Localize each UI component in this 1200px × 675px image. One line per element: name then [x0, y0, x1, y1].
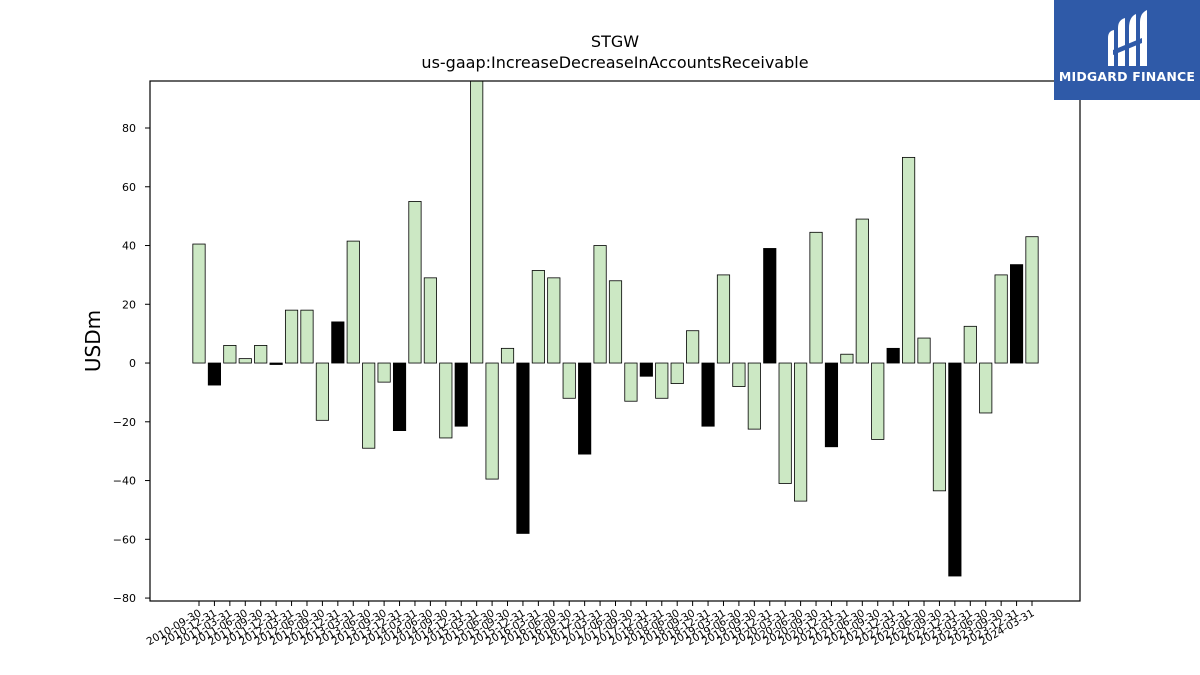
bar-2018-06-30 — [670, 362, 684, 384]
y-axis: −80 −60 −40 −20 0 20 40 60 80 — [113, 122, 150, 605]
bar-2021-03-31 — [840, 353, 854, 364]
bar-2017-03-31 — [593, 245, 607, 364]
bar-2016-03-31 — [531, 270, 545, 364]
midgard-logo-icon — [1108, 10, 1147, 66]
bar-2020-09-30 — [809, 231, 823, 364]
brand-name: MIDGARD FINANCE — [1058, 69, 1196, 84]
bar-2019-12-31 — [763, 248, 777, 364]
y-tick-label: −20 — [113, 416, 136, 429]
bar-2011-06-30 — [238, 358, 252, 364]
bar-2019-03-31 — [716, 274, 731, 364]
bar-2023-06-30 — [979, 362, 993, 414]
y-tick-label: −40 — [113, 475, 136, 488]
bar-2012-06-30 — [300, 309, 314, 364]
bar-2010-09-30 — [192, 243, 206, 364]
y-axis-label: USDm — [81, 310, 105, 372]
bar-2011-12-31 — [269, 362, 283, 365]
bar-2020-03-31 — [778, 362, 792, 484]
bar-2015-12-31 — [516, 362, 530, 534]
bar-2018-12-31 — [701, 362, 715, 427]
bar-2023-12-31 — [1010, 264, 1024, 364]
bar-2015-03-31 — [470, 80, 484, 364]
bar-2012-09-30 — [315, 362, 329, 421]
bar-2010-12-31 — [207, 362, 221, 386]
y-tick-label: −80 — [113, 592, 136, 605]
bar-2015-09-30 — [500, 347, 515, 364]
bar-2011-09-30 — [254, 345, 268, 364]
y-tick-label: 80 — [122, 122, 136, 135]
bar-2021-09-30 — [871, 362, 885, 440]
bar-2017-12-31 — [639, 362, 653, 377]
bar-2015-06-30 — [485, 362, 499, 480]
y-tick-label: −60 — [113, 533, 136, 546]
bar-2014-06-30 — [423, 277, 437, 364]
bar-2014-12-31 — [454, 362, 468, 427]
bar-2016-09-30 — [562, 362, 576, 399]
bar-2023-03-31 — [963, 325, 977, 364]
bar-2013-12-31 — [392, 362, 407, 431]
bar-2020-06-30 — [794, 362, 808, 502]
y-tick-label: 40 — [122, 240, 136, 253]
chart-title: STGW — [590, 32, 640, 51]
bar-2018-03-31 — [655, 362, 669, 399]
bar-2019-06-30 — [732, 362, 746, 387]
bar-2020-12-31 — [824, 362, 839, 448]
bar-2014-09-30 — [439, 362, 453, 439]
brand-logo: MIDGARD FINANCE — [1054, 0, 1200, 100]
bar-2021-06-30 — [855, 218, 869, 364]
bar-2013-03-31 — [346, 240, 360, 364]
bar-2023-09-30 — [994, 274, 1008, 364]
bar-2011-03-31 — [223, 345, 237, 364]
bar-2022-12-31 — [948, 362, 962, 577]
bar-2018-09-30 — [686, 330, 700, 364]
bar-2021-12-31 — [886, 347, 900, 364]
bar-2022-03-31 — [902, 156, 916, 364]
bar-2016-12-31 — [578, 362, 592, 455]
bar-2024-03-31 — [1025, 236, 1039, 364]
bar-2017-09-30 — [624, 362, 638, 402]
bar-2012-12-31 — [331, 321, 345, 364]
bar-2019-09-30 — [747, 362, 761, 430]
y-tick-label: 20 — [122, 298, 136, 311]
bars-group — [192, 80, 1039, 577]
bar-2013-06-30 — [362, 362, 376, 449]
bar-2012-03-31 — [284, 309, 299, 364]
x-axis: 2010-09-302010-12-312011-03-312011-06-30… — [145, 601, 1037, 648]
bar-2022-06-30 — [917, 337, 931, 364]
bar-2013-09-30 — [377, 362, 391, 383]
y-tick-label: 0 — [129, 357, 136, 370]
bar-2017-06-30 — [608, 280, 623, 364]
bar-2016-06-30 — [547, 277, 561, 364]
chart-subtitle: us-gaap:IncreaseDecreaseInAccountsReceiv… — [421, 53, 809, 72]
bar-2014-03-31 — [408, 201, 422, 364]
bar-2022-09-30 — [932, 362, 947, 492]
y-tick-label: 60 — [122, 181, 136, 194]
